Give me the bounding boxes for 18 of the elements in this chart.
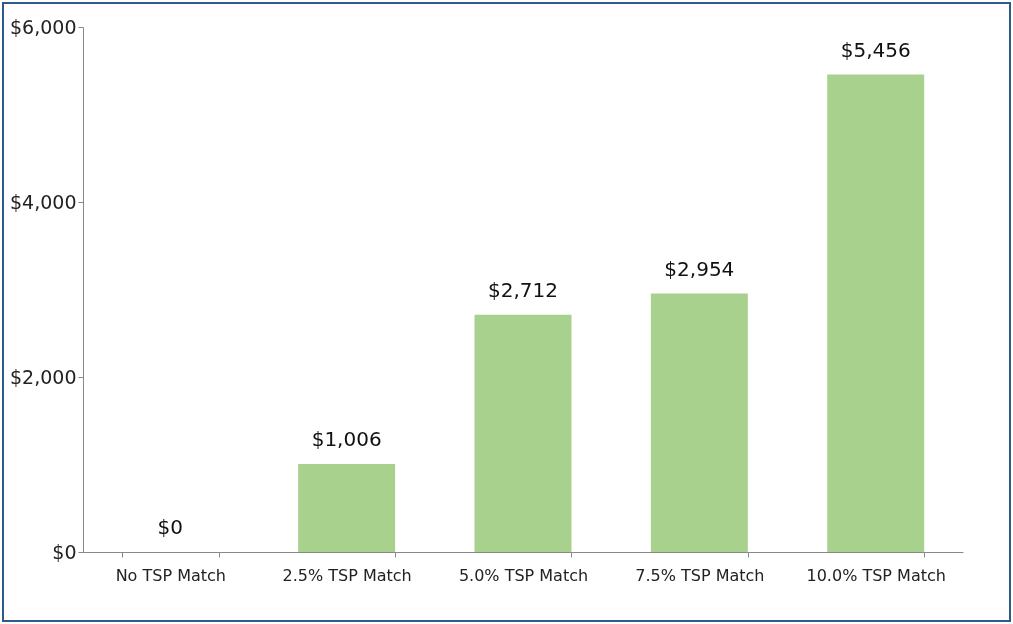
data-label: $2,712	[488, 277, 558, 302]
bar	[298, 463, 396, 552]
x-tick-label: 7.5% TSP Match	[635, 565, 765, 585]
data-label: $1,006	[311, 426, 382, 451]
data-label: $0	[157, 515, 184, 539]
y-tick-label: $2,000	[10, 365, 77, 388]
data-label: $2,954	[664, 256, 735, 281]
y-tick-label: $6,000	[10, 15, 77, 38]
bar	[827, 74, 925, 552]
y-tick-label: $0	[52, 540, 77, 563]
bar	[474, 314, 572, 552]
data-label: $5,456	[840, 37, 911, 62]
bar	[650, 293, 748, 552]
y-tick-label: $4,000	[10, 190, 77, 213]
x-tick-label: No TSP Match	[115, 565, 226, 585]
x-tick-label: 5.0% TSP Match	[458, 565, 589, 585]
x-tick-label: 10.0% TSP Match	[806, 565, 946, 585]
x-tick-label: 2.5% TSP Match	[282, 565, 412, 585]
